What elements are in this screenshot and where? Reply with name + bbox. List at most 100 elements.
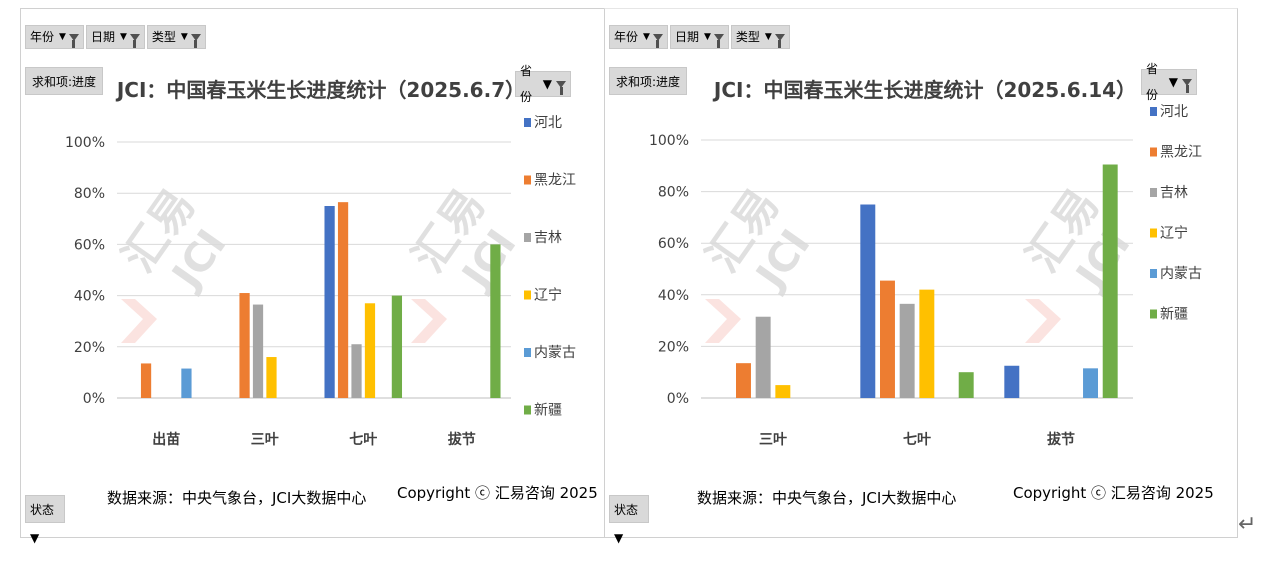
bar [391,295,403,398]
bar [736,363,751,398]
dropdown-arrow-icon: ▼ [703,32,711,42]
y-tick-label: 60% [74,237,105,253]
state-filter[interactable]: 状态 ▼ [25,495,65,545]
y-tick-label: 40% [658,288,689,304]
filter-funnel-icon [774,33,785,48]
legend-swatch [524,290,531,300]
filter-row: 年份 ▼ 日期 ▼ 类型 ▼ [609,25,790,49]
bar [252,304,264,398]
value-field-button[interactable]: 求和项:进度 [25,67,104,95]
category-label: 三叶 [759,432,787,448]
legend-label: 内蒙古 [534,345,576,361]
bar [775,385,791,398]
y-tick-label: 0% [667,391,689,407]
dropdown-arrow-icon: ▼ [30,531,40,545]
province-filter-label: 省份 [520,64,533,104]
year-filter[interactable]: 年份 ▼ [609,25,668,49]
date-filter[interactable]: 日期 ▼ [669,25,729,49]
dropdown-arrow-icon: ▼ [119,32,127,42]
state-filter[interactable]: 状态 ▼ [609,495,649,545]
legend-swatch [1150,147,1157,157]
value-field-button[interactable]: 求和项:进度 [609,67,688,95]
y-tick-label: 60% [658,236,689,252]
bar [181,368,192,398]
data-source-text: 数据来源：中央气象台，JCI大数据中心 [107,489,366,507]
data-source-text: 数据来源：中央气象台，JCI大数据中心 [697,489,956,507]
state-filter-label: 状态 [30,503,55,517]
bar [899,303,915,398]
legend-label: 新疆 [1160,307,1188,323]
type-filter-label: 类型 [151,30,176,44]
legend-swatch [1150,309,1157,319]
year-filter[interactable]: 年份 ▼ [25,25,84,49]
watermark-logo-mark [121,299,157,343]
legend-label: 吉林 [534,230,562,246]
y-tick-label: 100% [649,133,689,149]
category-label: 出苗 [152,431,180,448]
copyright-text: Copyright ⓒ 汇易咨询 2025 [1013,484,1214,502]
y-tick-label: 40% [74,289,105,305]
filter-funnel-icon [1182,78,1192,93]
legend-label: 辽宁 [1160,225,1188,242]
legend-label: 河北 [534,115,562,131]
legend-swatch [524,233,531,242]
province-filter-label: 省份 [1146,62,1159,102]
dropdown-arrow-icon: ▼ [59,32,66,42]
legend-label: 黑龙江 [1160,145,1202,161]
bar [755,316,771,398]
type-filter[interactable]: 类型 ▼ [730,25,790,49]
legend-label: 辽宁 [534,287,562,304]
bar [860,204,876,398]
legend-swatch [1150,269,1157,278]
bar [140,363,152,398]
legend-swatch [1150,188,1157,197]
legend-swatch [524,348,531,357]
filter-row: 年份 ▼ 日期 ▼ 类型 ▼ [25,25,206,49]
province-filter[interactable]: 省份 ▼ [1141,62,1197,102]
category-label: 七叶 [349,432,377,448]
legend-swatch [1150,228,1157,238]
y-tick-label: 20% [658,339,689,355]
watermark-logo-mark [1025,299,1061,343]
legend-label: 新疆 [534,403,562,419]
return-arrow-icon: ↵ [1238,512,1257,537]
bar [239,293,250,398]
bar [1004,365,1020,398]
bar [266,357,277,398]
legend-label: 黑龙江 [534,173,576,189]
type-filter[interactable]: 类型 ▼ [146,25,206,49]
legend-label: 河北 [1160,104,1188,120]
watermark-logo-mark [411,299,447,343]
bar [324,206,335,398]
copyright-text: Copyright ⓒ 汇易咨询 2025 [397,484,598,502]
bar [337,202,349,398]
category-label: 拔节 [1047,431,1075,448]
bar [351,344,362,398]
y-tick-label: 80% [74,186,105,202]
province-filter[interactable]: 省份 ▼ [515,64,571,104]
date-filter[interactable]: 日期 ▼ [85,25,145,49]
filter-funnel-icon [190,33,201,48]
year-filter-label: 年份 [30,30,55,44]
bar [880,280,895,398]
category-label: 七叶 [903,432,931,448]
chart-title: JCI：中国春玉米生长进度统计（2025.6.7） [115,78,525,102]
bar [1102,164,1118,398]
bar [919,289,935,398]
bar [490,244,501,398]
type-filter-label: 类型 [735,30,760,44]
legend-swatch [524,175,531,185]
filter-funnel-icon [556,80,566,95]
state-filter-label: 状态 [614,503,639,517]
date-filter-label: 日期 [90,30,115,44]
legend-swatch [524,405,531,415]
year-filter-label: 年份 [614,30,639,44]
category-label: 拔节 [448,431,476,448]
y-tick-label: 20% [74,340,105,356]
dropdown-arrow-icon: ▼ [542,77,552,91]
